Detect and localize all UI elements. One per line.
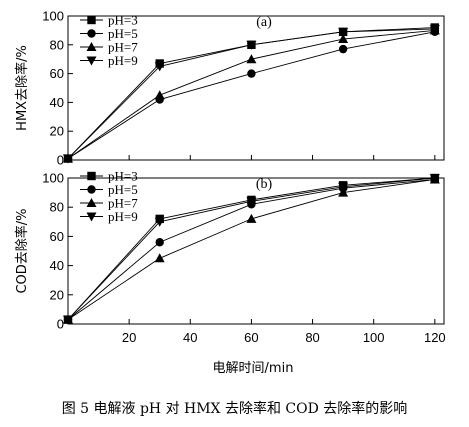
x-tick-label: 60: [244, 330, 258, 345]
x-tick-label: 20: [122, 330, 136, 345]
legend-label: pH=9: [108, 53, 138, 68]
y-tick-label: 20: [50, 124, 64, 139]
x-tick-label: 100: [363, 330, 385, 345]
panel-b: 0 20 40 60 80 100 20 40 60 80 100 120 COD去除率/% (b) pH=…: [14, 169, 446, 346]
y-tick-label: 100: [42, 9, 64, 24]
y-tick-label: 0: [57, 317, 64, 332]
data-point: [246, 213, 257, 223]
data-point: [247, 69, 256, 78]
data-point: [155, 238, 164, 247]
legend-marker: [86, 212, 97, 222]
figure-canvas: 020406080100HMX去除率/%(a)pH=3pH=5pH=7pH=9 …: [14, 9, 446, 377]
legend-label: pH=5: [108, 26, 138, 41]
y-axis-title: HMX去除率/%: [14, 45, 30, 131]
plot-frame: [67, 177, 445, 325]
legend-marker: [87, 15, 96, 25]
x-tick-label: 80: [305, 330, 319, 345]
legend-label: pH=3: [108, 13, 138, 28]
data-point: [338, 187, 349, 197]
data-point: [246, 197, 257, 207]
legend-marker: [87, 185, 96, 194]
data-point: [338, 27, 349, 37]
legend-label: pH=3: [108, 169, 138, 184]
data-point: [429, 24, 440, 34]
x-tick-label: 40: [183, 330, 197, 345]
data-point: [154, 217, 165, 227]
y-tick-label: 20: [50, 287, 64, 302]
data-point: [154, 62, 165, 72]
legend-marker: [87, 29, 96, 38]
y-tick-label: 100: [42, 171, 64, 186]
legend-label: pH=5: [108, 182, 138, 197]
panel-label: (b): [256, 177, 273, 192]
x-axis-title: 电解时间/min: [213, 361, 294, 376]
data-point: [338, 44, 348, 54]
y-tick-label: 40: [50, 258, 64, 273]
data-point: [63, 154, 73, 164]
plot-frame: [67, 15, 445, 161]
x-tick-label: 120: [424, 330, 446, 345]
panel-label: (a): [256, 15, 272, 30]
legend-label: pH=7: [108, 40, 138, 55]
data-point: [246, 40, 257, 50]
y-tick-label: 80: [50, 37, 64, 52]
data-point: [154, 253, 165, 263]
data-point: [338, 182, 349, 192]
data-point: [338, 34, 349, 44]
legend-marker: [86, 198, 97, 207]
y-tick-label: 80: [50, 200, 64, 215]
y-tick-label: 60: [50, 66, 64, 81]
y-axis-title: COD去除率/%: [14, 208, 30, 293]
data-point: [154, 90, 165, 100]
figure-caption: 图 5 电解液 pH 对 HMX 去除率和 COD 去除率的影响: [61, 401, 408, 417]
y-tick-label: 40: [50, 95, 64, 110]
y-tick-label: 60: [50, 229, 64, 244]
legend-marker: [86, 42, 97, 51]
data-point: [63, 315, 73, 325]
panel-a: 0 20 40 60 80 100 HMX去除率/% (a) pH=3pH=5pH=7pH=9: [14, 9, 445, 168]
legend-marker: [86, 56, 97, 66]
data-point: [246, 54, 257, 64]
legend-label: pH=7: [108, 196, 138, 211]
y-tick-label: 0: [57, 153, 64, 168]
legend-marker: [87, 171, 96, 181]
data-point: [429, 174, 440, 183]
legend-label: pH=9: [108, 209, 138, 224]
